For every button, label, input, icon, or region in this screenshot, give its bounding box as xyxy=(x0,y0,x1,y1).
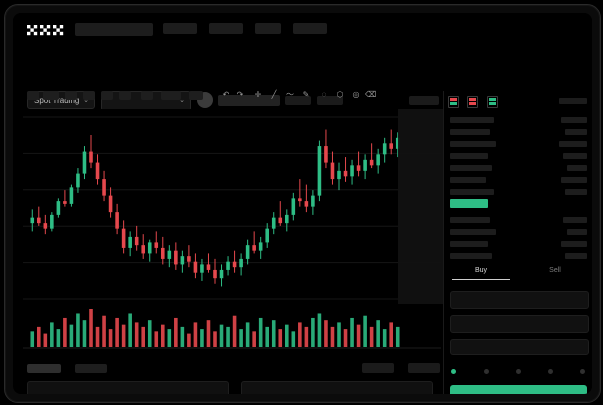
book-bids-icon[interactable] xyxy=(467,96,479,108)
market-type-label: Spot Trading xyxy=(34,96,80,105)
tab-order-history[interactable] xyxy=(75,364,108,373)
candlestick-chart-panel[interactable] xyxy=(23,109,450,361)
indicator-button[interactable] xyxy=(189,91,203,100)
bottom-panel-actions xyxy=(352,360,440,378)
chevron-down-icon: ⌄ xyxy=(179,97,185,104)
orderbook-ask-size xyxy=(561,177,587,183)
timeframe-3[interactable] xyxy=(65,91,77,100)
orderbook-ask-size xyxy=(559,141,587,147)
stat-24h-change xyxy=(285,96,311,105)
slider-step-3[interactable] xyxy=(516,369,521,374)
orderbook-ask-row[interactable] xyxy=(450,165,492,171)
chevron-down-icon: ⌄ xyxy=(83,97,89,104)
orderbook-ask-size xyxy=(567,165,587,171)
orderbook-ask-row[interactable] xyxy=(450,129,490,135)
orderbook-ask-size xyxy=(561,117,587,123)
device-frame: Spot Trading ⌄ ⌄ xyxy=(4,4,601,403)
last-price xyxy=(218,95,280,106)
chart-toolbar: ↶ ↷ ✛ ╱ 〜 ✎ ◌ ⬡ ◎ ⌫ xyxy=(13,90,592,107)
magnet-icon[interactable]: ◌ xyxy=(321,90,327,99)
total-field[interactable] xyxy=(450,339,589,355)
stat-24h-low xyxy=(409,96,439,105)
orderbook-bid-size xyxy=(561,241,587,247)
trendline-icon[interactable]: ╱ xyxy=(271,90,277,99)
trash-icon[interactable]: ⌫ xyxy=(365,90,377,99)
orderbook-trade-column: Buy Sell xyxy=(443,91,592,394)
slider-step-5[interactable] xyxy=(580,369,585,374)
tab-open-orders[interactable] xyxy=(27,364,61,373)
orderbook-ask-row[interactable] xyxy=(450,189,494,195)
nav-item-3[interactable] xyxy=(255,23,281,34)
slider-step-1[interactable] xyxy=(451,369,456,374)
search-input[interactable] xyxy=(75,23,153,36)
action-1[interactable] xyxy=(361,363,394,373)
book-asks-icon[interactable] xyxy=(486,96,498,108)
orderbook-bid-size xyxy=(567,229,587,235)
nav-item-1[interactable] xyxy=(163,23,197,34)
eye-icon[interactable]: ◎ xyxy=(352,90,360,99)
nav-item-2[interactable] xyxy=(209,23,243,34)
tab-buy[interactable]: Buy xyxy=(474,267,488,274)
timeframe-2[interactable] xyxy=(43,91,59,100)
amount-slider[interactable] xyxy=(444,367,592,379)
orderbook-bid-size xyxy=(563,217,587,223)
bottom-box-2[interactable] xyxy=(241,381,433,394)
undo-icon[interactable]: ↶ xyxy=(222,90,230,99)
orderbook-ask-size xyxy=(565,129,587,135)
brush-icon[interactable]: 〜 xyxy=(286,90,294,99)
redo-icon[interactable]: ↷ xyxy=(236,90,244,99)
orderbook-ask-row[interactable] xyxy=(450,117,494,123)
amount-field[interactable] xyxy=(450,315,589,333)
chart-overlay-region xyxy=(398,109,450,304)
crosshair-icon[interactable]: ✛ xyxy=(254,90,262,99)
okx-logo[interactable] xyxy=(27,24,65,36)
orderbook-ask-row[interactable] xyxy=(450,177,486,183)
orderbook-bid-row[interactable] xyxy=(450,253,492,259)
tab-sell[interactable]: Sell xyxy=(549,267,561,274)
timeframe-1[interactable] xyxy=(27,91,39,100)
app-screen: Spot Trading ⌄ ⌄ xyxy=(13,13,592,394)
active-tab-underline xyxy=(452,279,510,280)
candlestick-chart xyxy=(23,116,441,349)
orderbook-bid-row[interactable] xyxy=(450,229,496,235)
submit-buy-button[interactable] xyxy=(450,385,587,394)
orderbook-ask-row[interactable] xyxy=(450,141,496,147)
slider-step-2[interactable] xyxy=(484,369,489,374)
orderbook-bid-row[interactable] xyxy=(450,241,488,247)
orderbook-spread-price xyxy=(450,199,488,208)
timeframe-4[interactable] xyxy=(83,91,95,100)
action-2[interactable] xyxy=(408,363,440,373)
timeframe-more[interactable] xyxy=(141,91,153,100)
orderbook-header xyxy=(559,98,587,104)
orderbook-bid-row[interactable] xyxy=(450,217,490,223)
orderbook-view-icons xyxy=(448,95,502,113)
slider-step-4[interactable] xyxy=(548,369,553,374)
text-icon[interactable]: ✎ xyxy=(302,90,310,99)
orderbook-bid-size xyxy=(565,253,587,259)
timeframe-5[interactable] xyxy=(101,91,113,100)
buy-sell-tabs: Buy Sell xyxy=(444,263,592,285)
orderbook-ask-row[interactable] xyxy=(450,153,488,159)
chart-type-selector[interactable] xyxy=(161,91,181,100)
book-both-icon[interactable] xyxy=(448,96,459,108)
top-navigation-bar xyxy=(13,13,592,45)
orderbook-ask-size xyxy=(565,189,587,195)
orderbook-ask-size xyxy=(563,153,587,159)
lock-icon[interactable]: ⬡ xyxy=(336,90,344,99)
bottom-box-1[interactable] xyxy=(27,381,229,394)
bottom-panel-tabs xyxy=(27,360,117,378)
price-field[interactable] xyxy=(450,291,589,309)
market-header-bar: Spot Trading ⌄ ⌄ xyxy=(13,45,592,111)
nav-item-4[interactable] xyxy=(293,23,327,34)
stat-24h-high xyxy=(317,96,343,105)
timeframe-6[interactable] xyxy=(119,91,131,100)
